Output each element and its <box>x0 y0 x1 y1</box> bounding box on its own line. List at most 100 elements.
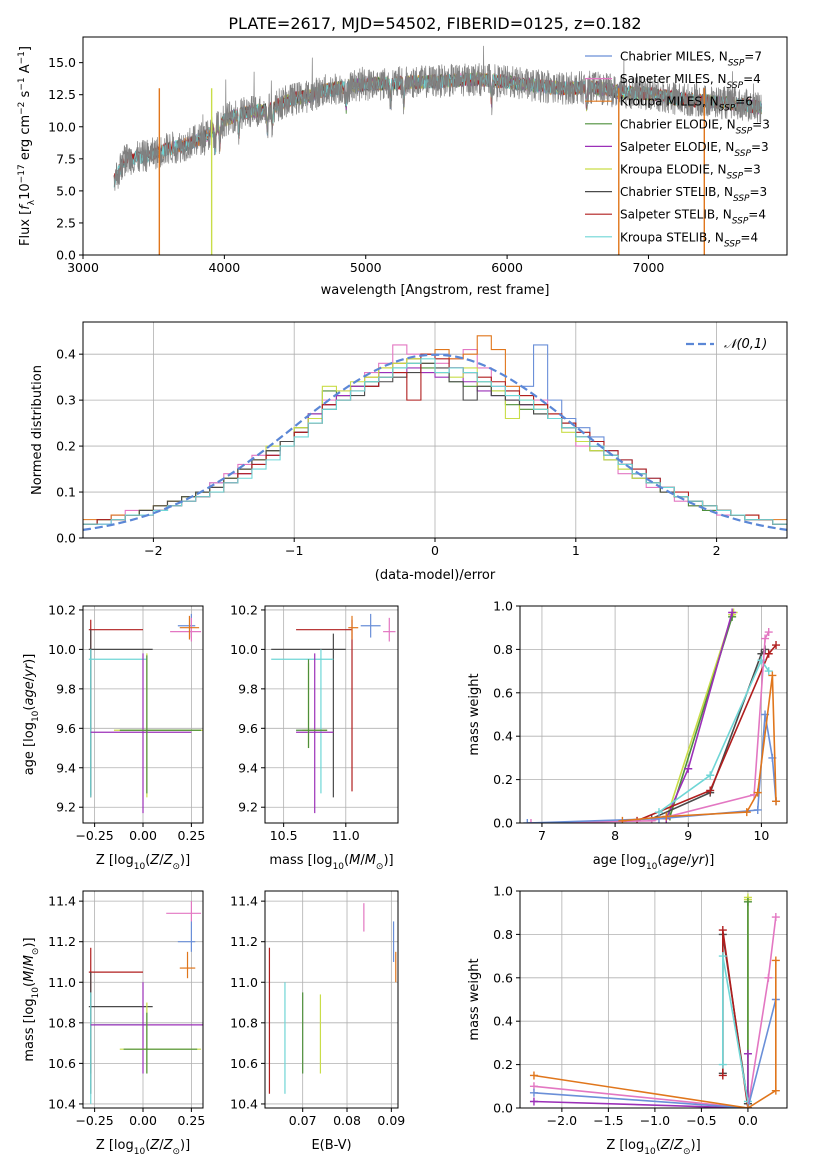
x-tick-label: −1.0 <box>640 1113 670 1128</box>
weight-line <box>533 916 777 1108</box>
x-tick-label: −0.25 <box>75 1113 113 1128</box>
legend: Chabrier MILES, NSSP=7 Salpeter MILES, NS… <box>585 50 770 249</box>
weight-marker <box>706 771 715 780</box>
x-axis-label: mass [log10(M/M⊙)] <box>269 853 393 872</box>
y-tick-label: 0.8 <box>493 642 513 657</box>
x-tick-label: 10 <box>753 828 769 843</box>
weight-marker <box>529 1097 538 1106</box>
legend: 𝒩(0,1) <box>686 337 767 352</box>
x-tick-label: 0.09 <box>377 1113 405 1128</box>
plot-area <box>529 893 780 1108</box>
x-tick-label: 8 <box>611 828 619 843</box>
y-tick-label: 10.8 <box>230 1015 258 1030</box>
weight-line <box>533 999 777 1108</box>
x-tick-label: 7 <box>538 828 546 843</box>
y-tick-label: 9.6 <box>238 721 258 736</box>
y-tick-label: 9.4 <box>238 760 258 775</box>
x-axis-label: E(B-V) <box>311 1138 351 1153</box>
y-tick-label: 10.0 <box>230 642 258 657</box>
weight-line <box>533 960 777 1108</box>
weight-marker <box>662 812 671 821</box>
x-tick-label: 10.5 <box>270 828 298 843</box>
x-tick-label: 3000 <box>67 260 99 275</box>
x-tick-label: 0.00 <box>129 828 157 843</box>
y-tick-label: 9.2 <box>56 800 76 815</box>
y-tick-label: 10.2 <box>230 602 258 617</box>
weight-marker <box>764 628 773 637</box>
weight-marker <box>529 1071 538 1080</box>
data-spectrum-line <box>113 45 762 191</box>
legend-label: Chabrier MILES, NSSP=7 <box>620 50 762 69</box>
legend-label: Salpeter ELODIE, NSSP=3 <box>620 140 769 159</box>
y-tick-label: 0.0 <box>493 816 513 831</box>
x-tick-label: −2.0 <box>547 1113 577 1128</box>
x-tick-label: −0.5 <box>686 1113 716 1128</box>
weight-marker <box>718 1071 727 1080</box>
weight-marker <box>764 973 773 982</box>
weight-marker <box>718 926 727 935</box>
x-tick-label: −1 <box>285 543 303 558</box>
weight-marker <box>764 649 773 658</box>
weight-marker <box>772 641 781 650</box>
y-tick-label: 12.5 <box>48 87 76 102</box>
y-tick-label: 9.6 <box>56 721 76 736</box>
y-axis-label: Flux [fλ10−17 erg cm−2 s−1 A−1] <box>17 46 37 246</box>
y-tick-label: 11.4 <box>230 894 258 909</box>
legend-label: Salpeter STELIB, NSSP=4 <box>620 208 766 227</box>
y-tick-label: 0.0 <box>493 1101 513 1116</box>
y-tick-label: 15.0 <box>48 55 76 70</box>
chart-weight_vs_Z: −2.0 −1.5 −1.0 −0.5 0.0 0.0 0.2 0.4 0.6 0.8 1.0 Z [… <box>467 884 788 1157</box>
x-tick-label: 0.08 <box>333 1113 361 1128</box>
weight-marker <box>772 797 781 806</box>
weight-marker <box>618 816 627 823</box>
y-tick-label: 0.0 <box>56 531 76 546</box>
chart-age_vs_Z: −0.25 0.00 0.25 9.2 9.4 9.6 9.8 10.0 10.2 Z [log1… <box>22 602 205 872</box>
y-tick-label: 0.1 <box>56 485 76 500</box>
y-tick-label: 11.0 <box>230 975 258 990</box>
weight-marker <box>743 1049 752 1058</box>
weight-marker <box>771 956 780 965</box>
weight-marker <box>684 764 693 773</box>
x-tick-label: 1 <box>572 543 580 558</box>
y-axis-label: age [log10(age/yr)] <box>22 654 41 776</box>
y-tick-label: 0.3 <box>56 393 76 408</box>
weight-marker <box>768 671 777 680</box>
y-tick-label: 0.8 <box>493 927 513 942</box>
y-tick-label: 9.4 <box>56 760 76 775</box>
legend-label: Chabrier ELODIE, NSSP=3 <box>620 117 770 136</box>
x-tick-label: 0.25 <box>177 828 205 843</box>
weight-marker <box>718 952 727 961</box>
chart-mass_vs_EBV: 0.07 0.08 0.09 10.4 10.6 10.8 11.0 11.2 11.4 E(B-… <box>230 890 405 1153</box>
plot-area <box>88 613 203 814</box>
x-axis-label: (data-model)/error <box>375 568 496 583</box>
x-axis-label: Z [log10(Z/Z⊙)] <box>96 1138 190 1157</box>
legend-label: Kroupa MILES, NSSP=6 <box>620 95 753 114</box>
chart-residuals: −2 −1 0 1 2 0.0 0.1 0.2 0.3 0.4 (data-model)/error… <box>30 321 788 583</box>
weight-marker <box>753 788 762 797</box>
x-axis-label: wavelength [Angstrom, rest frame] <box>321 283 550 298</box>
x-tick-label: 7000 <box>633 260 665 275</box>
y-tick-label: 0.0 <box>56 248 76 263</box>
weight-marker <box>523 819 532 823</box>
weight-line <box>527 714 777 823</box>
y-tick-label: 0.4 <box>56 347 76 362</box>
y-tick-label: 0.2 <box>493 772 513 787</box>
y-axis-label: mass weight <box>467 958 482 1040</box>
y-tick-label: 7.5 <box>56 151 76 166</box>
legend-label: Salpeter MILES, NSSP=4 <box>620 72 761 91</box>
plot-area <box>268 903 397 1094</box>
weight-marker <box>771 1086 780 1095</box>
chart-mass_vs_Z: −0.25 0.00 0.25 10.4 10.6 10.8 11.0 11.2 11.4 Z [… <box>22 890 205 1157</box>
axes-frame <box>82 36 788 256</box>
x-tick-label: 11.0 <box>332 828 360 843</box>
y-tick-label: 10.0 <box>48 119 76 134</box>
chart-age_vs_mass: 10.5 11.0 9.2 9.4 9.6 9.8 10.0 10.2 mass [log10(… <box>230 602 399 872</box>
legend-label: Chabrier STELIB, NSSP=3 <box>620 185 767 204</box>
axes-frame <box>264 890 399 1109</box>
weight-line <box>533 1053 749 1108</box>
weight-marker <box>743 897 752 906</box>
weight-marker <box>743 1104 752 1108</box>
x-tick-label: 5000 <box>350 260 382 275</box>
y-tick-label: 10.4 <box>48 1096 76 1111</box>
